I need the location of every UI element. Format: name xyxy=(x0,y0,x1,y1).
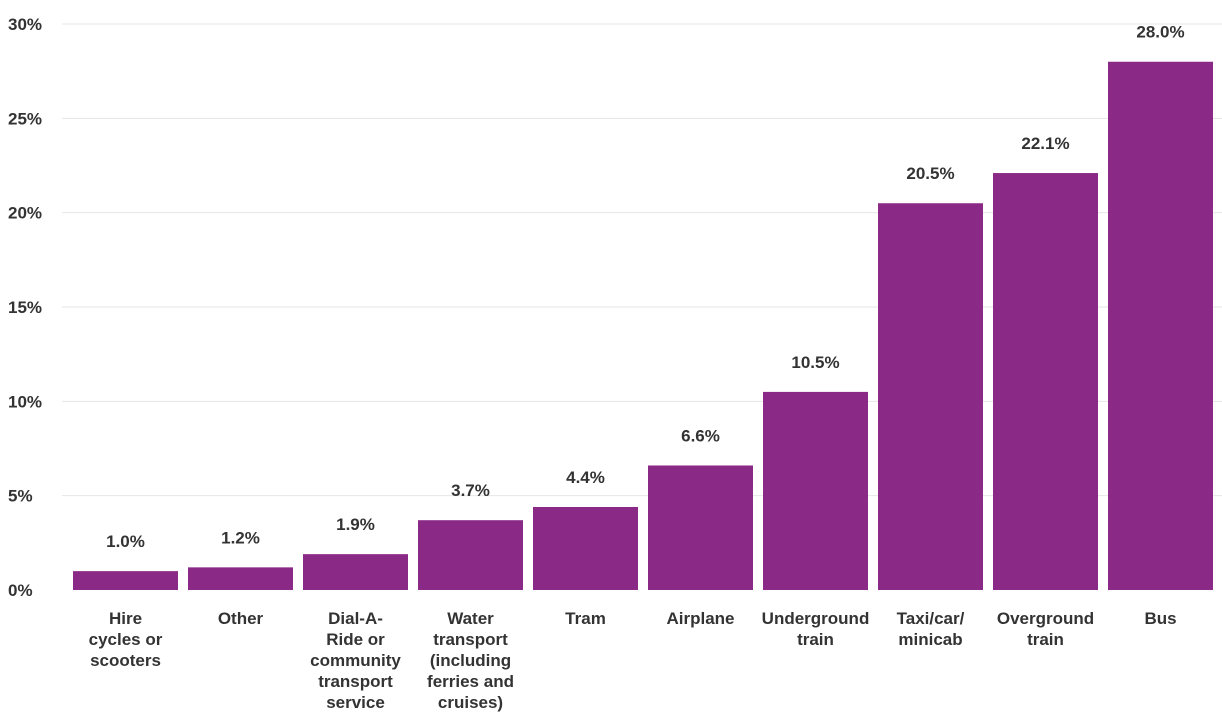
category-label: Taxi/car/minicab xyxy=(897,609,965,649)
bar xyxy=(303,554,408,590)
category-label-line: ferries and xyxy=(427,672,514,691)
data-label: 20.5% xyxy=(906,164,954,183)
y-tick-label: 30% xyxy=(8,15,42,34)
bar xyxy=(418,520,523,590)
category-label-line: train xyxy=(1027,630,1064,649)
category-label-line: scooters xyxy=(90,651,161,670)
bars xyxy=(73,61,1213,590)
category-label-line: Water xyxy=(447,609,494,628)
category-label-line: Overground xyxy=(997,609,1094,628)
y-tick-label: 0% xyxy=(8,581,33,600)
category-label-line: Airplane xyxy=(666,609,734,628)
category-label: Overground train xyxy=(997,609,1094,649)
data-label: 1.0% xyxy=(106,532,145,551)
category-label: Dial-A- Ride or community transport service xyxy=(310,609,401,712)
data-label: 3.7% xyxy=(451,481,490,500)
category-label-line: Other xyxy=(218,609,264,628)
data-label: 1.9% xyxy=(336,515,375,534)
category-label-line: cycles or xyxy=(89,630,163,649)
category-label-line: Underground xyxy=(762,609,870,628)
bar xyxy=(1108,61,1213,590)
data-label: 6.6% xyxy=(681,426,720,445)
category-label: Airplane xyxy=(666,609,734,628)
data-labels: 1.0% 1.2% 1.9% 3.7% 4.4% 6.6% 10.5% 20.5% 22.1% 2… xyxy=(106,23,1184,551)
bar xyxy=(648,465,753,590)
bar xyxy=(763,391,868,590)
category-label-line: Tram xyxy=(565,609,606,628)
bar xyxy=(993,173,1098,590)
category-label-line: train xyxy=(797,630,834,649)
category-label-line: Hire xyxy=(109,609,142,628)
y-tick-label: 5% xyxy=(8,487,33,506)
category-label: Water transport (including ferries and cruis… xyxy=(427,609,514,712)
x-axis-categories: Hire cycles or scooters Other Dial-A- Ride or… xyxy=(89,609,1177,712)
category-label-line: service xyxy=(326,693,385,712)
category-label-line: community xyxy=(310,651,401,670)
category-label-line: Ride or xyxy=(326,630,385,649)
category-label-line: Bus xyxy=(1144,609,1176,628)
y-tick-label: 20% xyxy=(8,204,42,223)
category-label: Underground train xyxy=(762,609,870,649)
category-label: Tram xyxy=(565,609,606,628)
data-label: 1.2% xyxy=(221,528,260,547)
bar xyxy=(73,571,178,590)
bar xyxy=(533,506,638,590)
y-tick-label: 10% xyxy=(8,392,42,411)
category-label-line: Dial-A- xyxy=(328,609,383,628)
category-label-line: Taxi/car/ xyxy=(897,609,965,628)
category-label: Other xyxy=(218,609,264,628)
category-label-line: transport xyxy=(318,672,393,691)
y-tick-label: 15% xyxy=(8,298,42,317)
bar xyxy=(878,203,983,590)
category-label-line: (including xyxy=(430,651,511,670)
y-axis-ticks: 0% 5% 10% 15% 20% 25% 30% xyxy=(8,15,42,600)
data-label: 22.1% xyxy=(1021,134,1069,153)
data-label: 10.5% xyxy=(791,353,839,372)
bar xyxy=(188,567,293,590)
category-label: Hire cycles or scooters xyxy=(89,609,163,670)
category-label-line: minicab xyxy=(898,630,962,649)
data-label: 4.4% xyxy=(566,468,605,487)
category-label: Bus xyxy=(1144,609,1176,628)
data-label: 28.0% xyxy=(1136,23,1184,42)
y-tick-label: 25% xyxy=(8,109,42,128)
category-label-line: cruises) xyxy=(438,693,503,712)
category-label-line: transport xyxy=(433,630,508,649)
